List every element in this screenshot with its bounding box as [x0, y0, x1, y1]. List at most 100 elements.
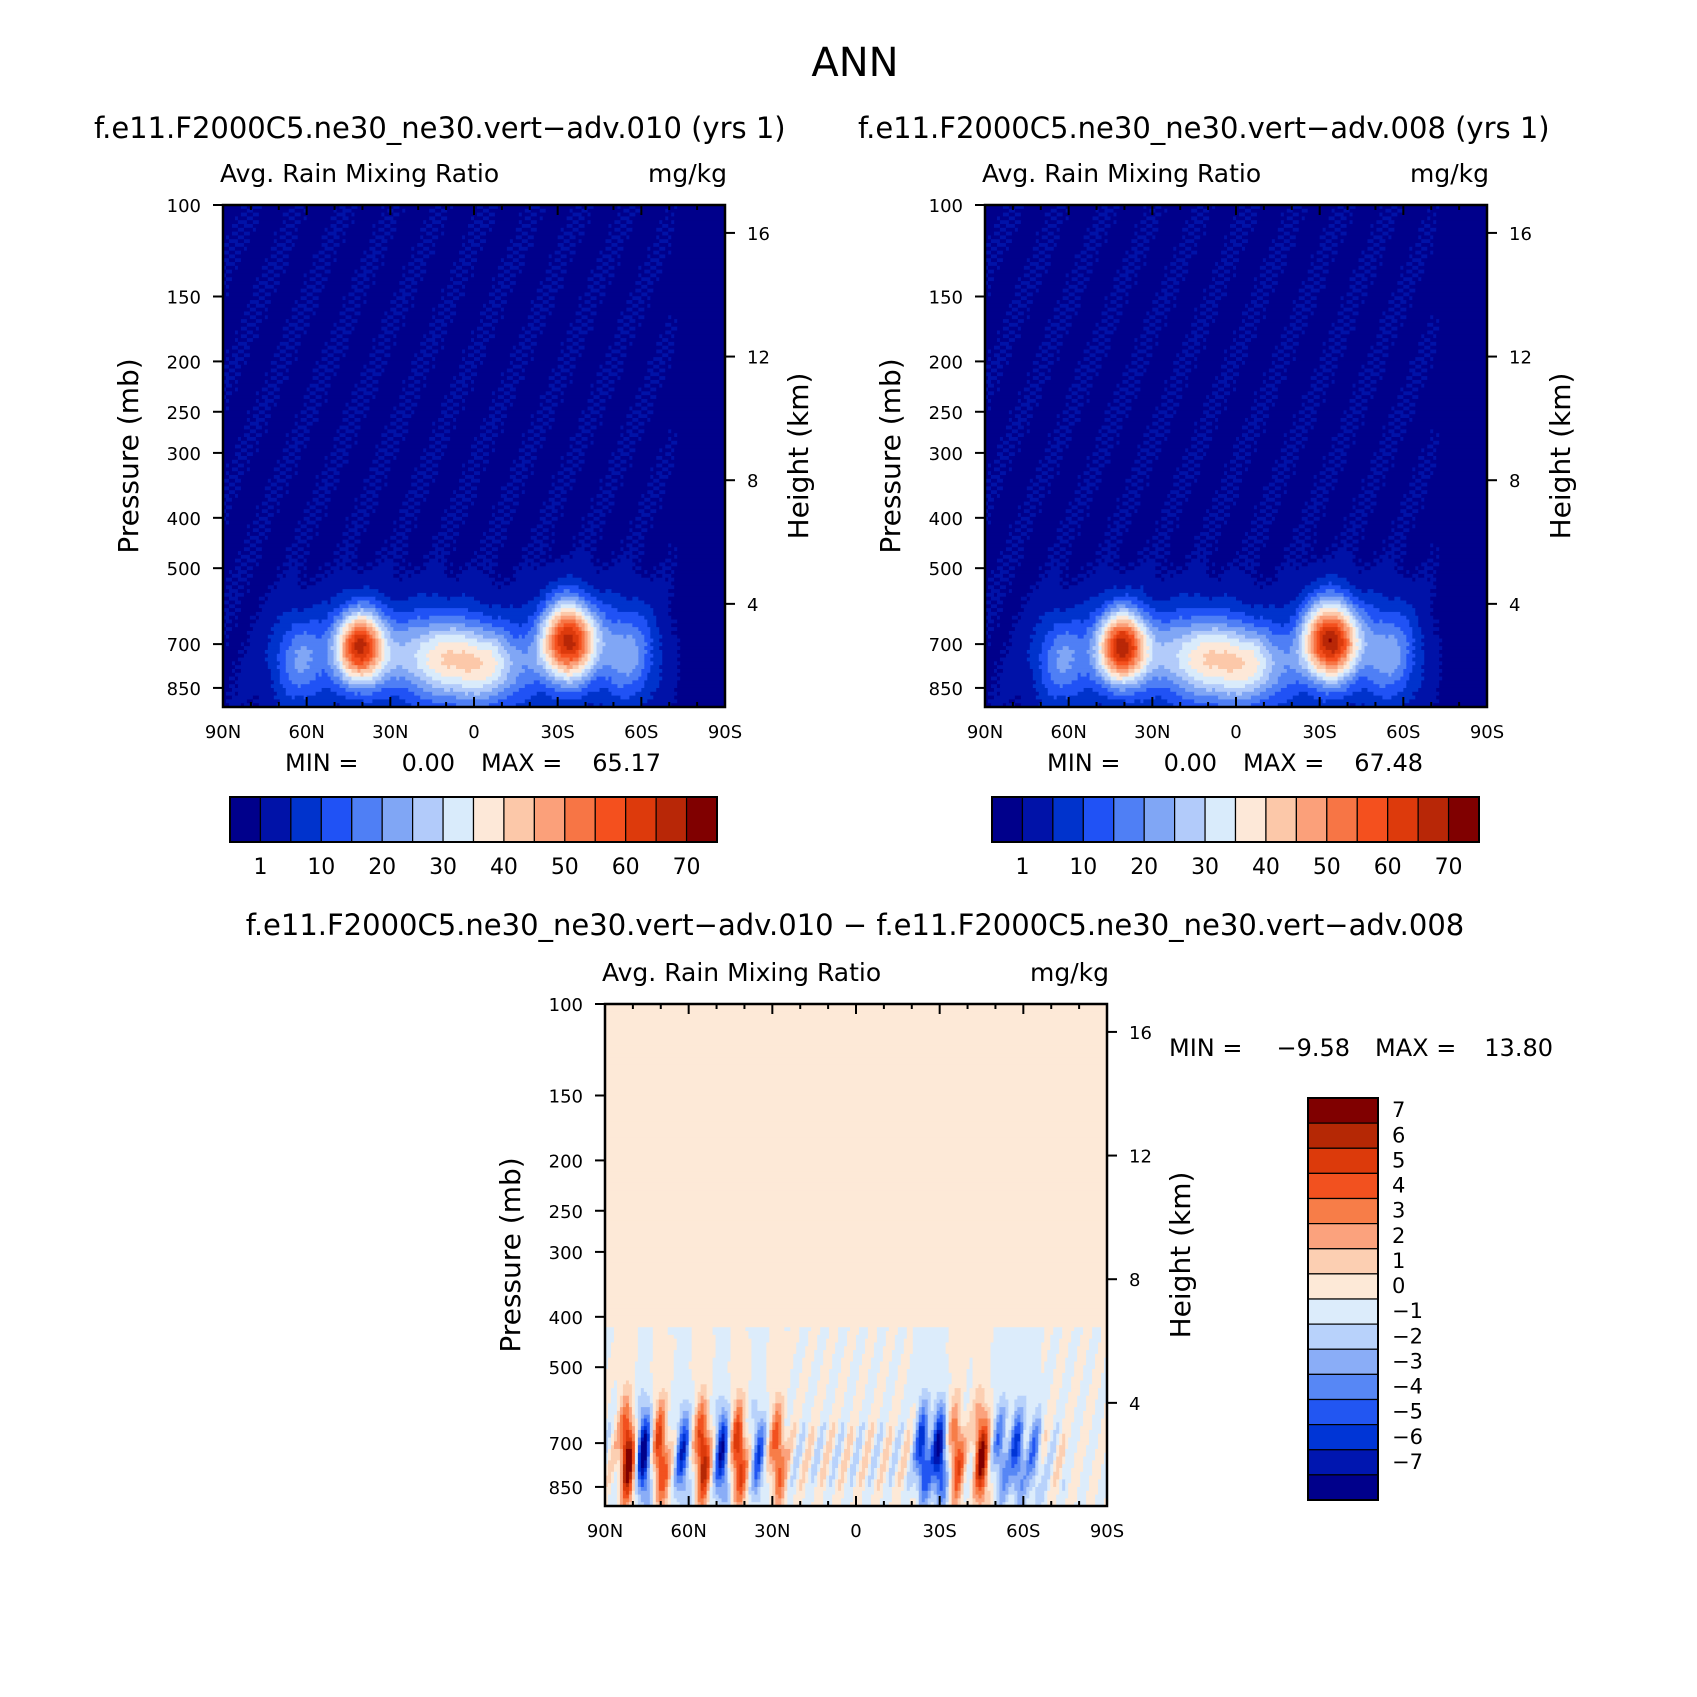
left-contour-cell — [432, 334, 442, 339]
left-contour-cell — [223, 524, 248, 529]
left-contour-cell — [369, 284, 406, 290]
left-contour-cell — [533, 300, 544, 305]
left-contour-cell — [500, 668, 511, 674]
left-contour-cell — [629, 456, 633, 461]
left-contour-cell — [593, 615, 601, 621]
left-contour-cell — [518, 250, 556, 256]
right-contour-cell — [1101, 205, 1109, 210]
left-contour-cell — [659, 646, 681, 651]
left-contour-cell — [351, 566, 359, 571]
left-contour-cell — [578, 642, 583, 647]
left-contour-cell — [375, 273, 403, 278]
left-contour-cell — [578, 224, 586, 229]
left-contour-cell — [417, 467, 427, 472]
left-contour-cell — [402, 436, 406, 442]
left-contour-cell — [285, 630, 305, 636]
left-contour-cell — [560, 254, 568, 259]
left-contour-cell — [536, 448, 574, 453]
left-contour-cell — [423, 368, 430, 373]
left-contour-cell — [671, 570, 675, 575]
left-contour-cell — [420, 262, 427, 267]
left-contour-cell — [474, 467, 484, 472]
left-contour-cell — [479, 224, 490, 229]
left-contour-cell — [285, 368, 290, 373]
left-contour-cell — [509, 630, 529, 636]
left-contour-cell — [518, 341, 526, 347]
left-contour-cell — [456, 703, 490, 707]
left-contour-cell — [231, 668, 236, 674]
left-contour-cell — [503, 581, 511, 586]
left-contour-cell — [590, 638, 595, 643]
left-contour-cell — [506, 638, 535, 643]
left-contour-cell — [620, 558, 633, 564]
left-contour-cell — [494, 292, 502, 297]
left-contour-cell — [593, 520, 601, 526]
left-contour-cell — [432, 349, 439, 354]
left-contour-cell — [357, 398, 365, 404]
left-contour-cell — [608, 376, 619, 381]
left-contour-cell — [578, 467, 583, 472]
left-contour-cell — [411, 360, 418, 366]
left-contour-cell — [408, 596, 448, 602]
left-contour-cell — [479, 665, 496, 670]
left-contour-cell — [671, 623, 725, 628]
left-contour-cell — [509, 684, 526, 689]
left-contour-cell — [602, 497, 610, 503]
left-contour-cell — [312, 417, 320, 423]
left-contour-cell — [357, 440, 382, 446]
left-contour-cell — [560, 619, 577, 624]
left-contour-cell — [318, 364, 329, 370]
left-contour-cell — [387, 638, 394, 643]
left-contour-cell — [324, 398, 329, 404]
left-contour-cell — [273, 585, 278, 590]
left-contour-cell — [587, 604, 598, 609]
left-contour-cell — [318, 482, 326, 488]
left-colorbar-box — [503, 796, 535, 843]
left-contour-cell — [491, 303, 502, 309]
left-contour-cell — [587, 444, 625, 449]
left-contour-cell — [411, 254, 415, 259]
left-contour-cell — [243, 425, 251, 430]
left-contour-cell — [653, 243, 660, 248]
left-contour-cell — [479, 539, 487, 545]
left-contour-cell — [306, 661, 329, 666]
left-contour-cell — [306, 520, 317, 526]
left-contour-cell — [223, 642, 227, 647]
left-contour-cell — [279, 668, 287, 674]
left-contour-cell — [635, 326, 672, 332]
left-contour-cell — [539, 649, 544, 655]
left-contour-cell — [279, 680, 293, 685]
left-contour-cell — [393, 436, 403, 442]
left-contour-cell — [297, 414, 308, 419]
left-contour-cell — [312, 535, 350, 541]
left-contour-cell — [318, 376, 326, 381]
left-contour-cell — [223, 220, 239, 225]
left-contour-cell — [306, 216, 332, 221]
left-contour-cell — [554, 646, 562, 651]
left-contour-cell — [521, 231, 529, 237]
left-contour-cell — [369, 661, 376, 666]
left-contour-cell — [420, 227, 427, 233]
left-contour-cell — [330, 490, 368, 495]
left-contour-cell — [237, 577, 248, 583]
left-contour-cell — [288, 558, 299, 564]
left-contour-cell — [378, 649, 382, 655]
left-contour-cell — [671, 600, 725, 605]
left-contour-cell — [560, 554, 571, 560]
left-contour-cell — [234, 216, 239, 221]
left-contour-cell — [548, 627, 553, 632]
left-contour-cell — [635, 205, 675, 210]
left-contour-cell — [435, 205, 442, 210]
left-contour-cell — [375, 395, 400, 400]
left-contour-cell — [581, 627, 586, 632]
left-contour-cell — [258, 528, 266, 533]
left-contour-cell — [488, 520, 496, 526]
left-contour-cell — [297, 303, 308, 309]
left-contour-cell — [468, 383, 505, 389]
left-contour-cell — [563, 357, 571, 362]
left-contour-cell — [258, 520, 266, 526]
left-contour-cell — [471, 379, 475, 385]
left-contour-cell — [339, 623, 344, 628]
left-contour-cell — [566, 672, 574, 678]
